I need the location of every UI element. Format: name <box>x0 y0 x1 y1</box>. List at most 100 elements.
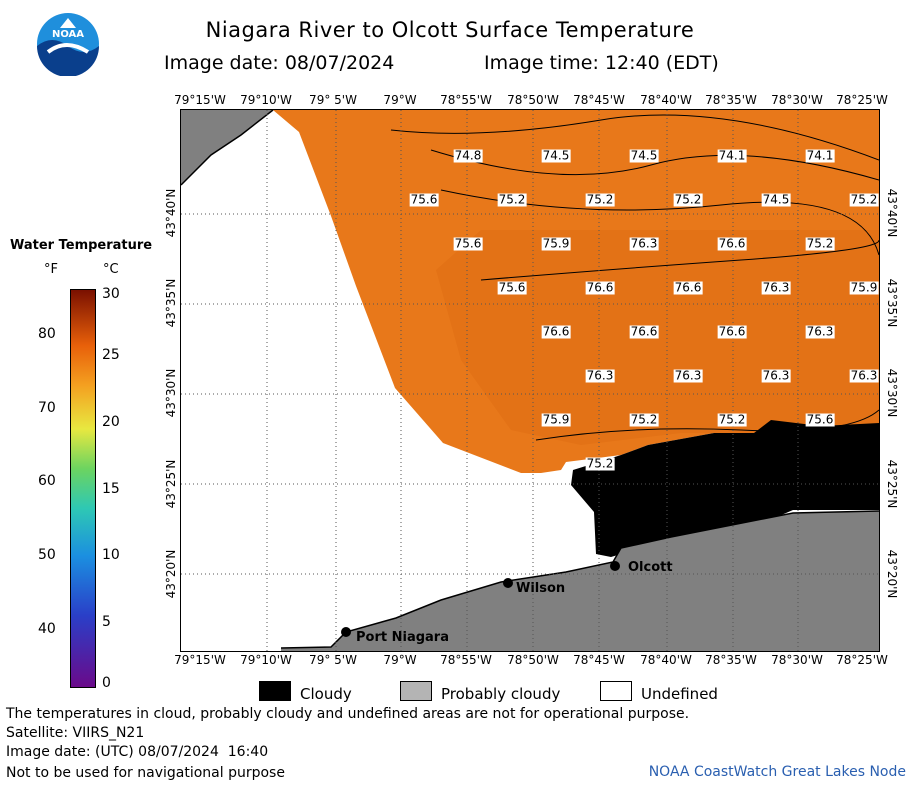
temperature-label: 75.9 <box>541 412 571 427</box>
temperature-label: 75.2 <box>497 192 527 207</box>
legend-undefined-label: Undefined <box>641 685 718 703</box>
temperature-label: 75.2 <box>585 456 615 471</box>
temperature-label: 74.5 <box>629 148 659 163</box>
lat-label: 43°40'N <box>885 188 899 238</box>
place-wilson: Wilson <box>516 581 566 596</box>
temperature-label: 75.9 <box>849 280 879 295</box>
temperature-label: 76.6 <box>717 324 747 339</box>
temperature-label: 75.6 <box>805 412 835 427</box>
lat-label: 43°25'N <box>885 459 899 509</box>
temperature-label: 75.2 <box>849 192 879 207</box>
lon-label: 78°50'W <box>507 93 559 107</box>
lon-label: 79°W <box>383 653 417 667</box>
temperature-label: 76.6 <box>629 324 659 339</box>
colorbar-f-tick: 80 <box>38 326 56 342</box>
temperature-label: 76.3 <box>849 368 879 383</box>
temperature-label: 76.3 <box>761 368 791 383</box>
legend-cloudy-swatch <box>259 681 291 701</box>
temperature-label: 75.2 <box>629 412 659 427</box>
colorbar-title: Water Temperature <box>10 238 153 253</box>
footer-disclaimer: The temperatures in cloud, probably clou… <box>6 706 690 722</box>
lat-label: 43°35'N <box>885 278 899 328</box>
temperature-label: 74.1 <box>805 148 835 163</box>
colorbar-c-tick: 5 <box>102 614 111 630</box>
temperature-label: 75.9 <box>541 236 571 251</box>
logo-text: NOAA <box>51 29 85 40</box>
lon-label: 78°50'W <box>507 653 559 667</box>
lon-label: 78°25'W <box>836 93 888 107</box>
temperature-label: 74.1 <box>717 148 747 163</box>
map-title: Niagara River to Olcott Surface Temperat… <box>205 18 695 42</box>
temperature-label: 76.6 <box>717 236 747 251</box>
colorbar-unit-c: °C <box>103 262 119 277</box>
temperature-label: 75.2 <box>585 192 615 207</box>
lat-label: 43°30'N <box>164 368 178 418</box>
temperature-label: 75.6 <box>409 192 439 207</box>
temperature-label: 74.5 <box>761 192 791 207</box>
temperature-label: 75.2 <box>673 192 703 207</box>
noaa-logo: NOAA <box>36 12 100 77</box>
lon-label: 78°55'W <box>440 653 492 667</box>
colorbar-f-tick: 50 <box>38 547 56 563</box>
temperature-label: 76.3 <box>585 368 615 383</box>
lon-label: 78°45'W <box>573 653 625 667</box>
wilson-marker <box>503 578 513 588</box>
footer-credit[interactable]: NOAA CoastWatch Great Lakes Node <box>648 764 906 780</box>
temperature-label: 75.2 <box>805 236 835 251</box>
colorbar-c-tick: 30 <box>102 286 120 302</box>
lat-label: 43°25'N <box>164 459 178 509</box>
colorbar-unit-f: °F <box>44 262 58 277</box>
footer-utc-date: Image date: (UTC) 08/07/2024 16:40 <box>6 744 269 760</box>
temperature-label: 76.3 <box>673 368 703 383</box>
colorbar <box>70 289 96 688</box>
place-olcott: Olcott <box>628 560 673 575</box>
land-canada <box>181 110 273 185</box>
lon-label: 78°30'W <box>771 653 823 667</box>
colorbar-c-tick: 0 <box>102 675 111 691</box>
lon-label: 79°10'W <box>240 653 292 667</box>
temperature-label: 76.3 <box>805 324 835 339</box>
port-niagara-marker <box>341 627 351 637</box>
temperature-label: 74.8 <box>453 148 483 163</box>
footer-satellite: Satellite: VIIRS_N21 <box>6 725 145 741</box>
temperature-label: 75.6 <box>453 236 483 251</box>
lat-label: 43°40'N <box>164 188 178 238</box>
colorbar-c-tick: 20 <box>102 414 120 430</box>
temperature-label: 74.5 <box>541 148 571 163</box>
lon-label: 78°45'W <box>573 93 625 107</box>
lat-label: 43°35'N <box>164 278 178 328</box>
footer-nav-warning: Not to be used for navigational purpose <box>6 765 285 781</box>
legend-probably-cloudy-label: Probably cloudy <box>441 685 561 703</box>
lat-label: 43°20'N <box>164 549 178 599</box>
lon-label: 78°55'W <box>440 93 492 107</box>
colorbar-c-tick: 15 <box>102 481 120 497</box>
lon-label: 78°40'W <box>640 93 692 107</box>
colorbar-c-tick: 25 <box>102 347 120 363</box>
lon-label: 79° 5'W <box>309 653 357 667</box>
lon-label: 79°10'W <box>240 93 292 107</box>
temperature-label: 76.3 <box>629 236 659 251</box>
lon-label: 79°15'W <box>174 93 226 107</box>
temperature-label: 76.3 <box>761 280 791 295</box>
isotherms <box>390 114 879 441</box>
temperature-label: 76.6 <box>541 324 571 339</box>
lon-label: 78°35'W <box>705 93 757 107</box>
lon-label: 78°35'W <box>705 653 757 667</box>
lon-label: 78°25'W <box>836 653 888 667</box>
lon-label: 79°W <box>383 93 417 107</box>
lat-label: 43°20'N <box>885 549 899 599</box>
image-date: Image date: 08/07/2024 <box>164 52 395 74</box>
legend-cloudy-label: Cloudy <box>300 685 352 703</box>
colorbar-f-tick: 70 <box>38 400 56 416</box>
land-usa <box>281 511 879 651</box>
lat-label: 43°30'N <box>885 368 899 418</box>
lon-label: 78°30'W <box>771 93 823 107</box>
legend-undefined-swatch <box>600 681 632 701</box>
colorbar-c-tick: 10 <box>102 547 120 563</box>
legend-probably-cloudy-swatch <box>400 681 432 701</box>
cloud-region <box>571 420 879 557</box>
temperature-label: 75.2 <box>717 412 747 427</box>
temperature-label: 75.6 <box>497 280 527 295</box>
lon-label: 78°40'W <box>640 653 692 667</box>
image-time: Image time: 12:40 (EDT) <box>484 52 719 74</box>
